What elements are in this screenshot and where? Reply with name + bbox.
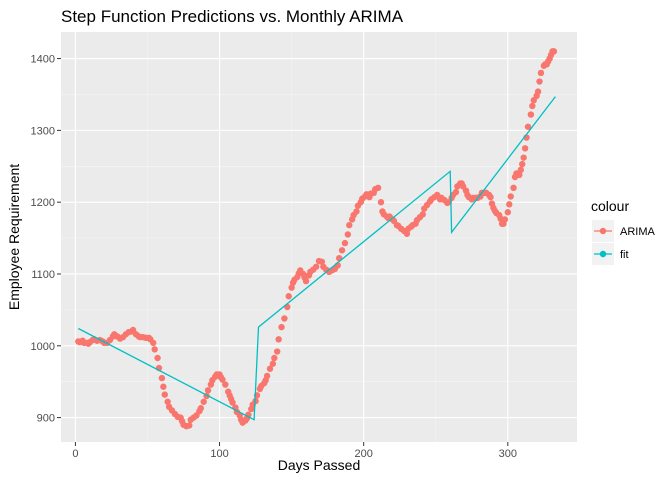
arima-point	[534, 88, 542, 95]
arima-point	[536, 78, 543, 85]
arima-point	[338, 247, 346, 254]
arima-point	[266, 365, 274, 372]
y-tick-label: 1100	[31, 269, 55, 281]
arima-point	[275, 336, 282, 343]
arima-point	[186, 422, 193, 429]
arima-point	[344, 231, 352, 238]
arima-point	[161, 391, 168, 398]
arima-point	[151, 346, 158, 353]
arima-point	[507, 193, 514, 200]
legend-label: ARIMA	[620, 226, 656, 238]
arima-point	[520, 154, 527, 161]
arima-point	[285, 293, 292, 300]
arima-point	[374, 184, 382, 192]
arima-point	[222, 381, 229, 388]
x-tick-label: 0	[72, 448, 78, 460]
y-axis: 900 1000 1100 1200 1300 1400	[31, 54, 61, 425]
arima-point	[377, 198, 385, 206]
y-tick-label: 1400	[31, 54, 55, 66]
arima-point	[278, 323, 285, 331]
legend-entries: ARIMA fit	[592, 220, 656, 265]
arima-point	[154, 354, 161, 362]
x-tick-label: 200	[355, 448, 373, 460]
legend: colour ARIMA fit	[591, 198, 656, 265]
y-axis-title: Employee Requirement	[6, 164, 22, 310]
arima-point	[403, 230, 411, 237]
arima-point	[501, 216, 509, 223]
arima-point	[150, 339, 157, 347]
series-layer	[75, 48, 558, 430]
arima-point	[487, 193, 494, 201]
legend-key-point	[599, 227, 607, 235]
arima-point	[302, 277, 310, 285]
arima-point	[529, 102, 536, 110]
arima-point	[550, 48, 558, 55]
arima-point	[288, 284, 295, 291]
legend-key-point	[599, 250, 607, 258]
arima-point	[281, 315, 288, 322]
fit-line	[78, 96, 556, 421]
arima-point	[269, 360, 277, 367]
arima-point	[219, 376, 226, 383]
y-tick-label: 900	[37, 413, 55, 425]
arima-point	[200, 398, 207, 405]
chart-title: Step Function Predictions vs. Monthly AR…	[61, 7, 404, 26]
plot-background	[61, 32, 577, 442]
arima-point	[164, 398, 171, 405]
arima-point	[521, 145, 529, 152]
arima-point	[517, 166, 524, 174]
arima-point	[160, 383, 167, 390]
arima-point	[510, 184, 517, 192]
y-tick-label: 1300	[31, 125, 55, 137]
arima-point	[419, 211, 426, 218]
y-tick-label: 1200	[31, 197, 55, 209]
arima-point	[158, 374, 166, 382]
arima-point	[452, 188, 460, 196]
arima-point	[271, 354, 278, 362]
x-tick-label: 100	[210, 448, 228, 460]
arima-point	[516, 171, 523, 179]
arima-point	[204, 387, 212, 394]
arima-point	[524, 123, 532, 130]
legend-title: colour	[591, 198, 629, 214]
arima-point	[318, 258, 326, 265]
x-axis: 0 100 200 300	[72, 442, 517, 460]
arima-point	[346, 221, 353, 229]
arima-point	[504, 209, 512, 216]
grid-major	[61, 32, 577, 442]
arima-point	[519, 160, 526, 168]
arima-point	[353, 208, 360, 215]
arima-point	[527, 111, 535, 118]
x-tick-label: 300	[499, 448, 517, 460]
legend-label: fit	[620, 249, 629, 261]
arima-point	[537, 69, 545, 77]
x-axis-title: Days Passed	[278, 457, 360, 473]
y-tick-label: 1000	[31, 341, 55, 353]
grid-minor	[61, 32, 577, 442]
arima-point	[312, 263, 320, 270]
arima-point	[274, 348, 281, 355]
arima-point	[341, 239, 349, 247]
arima-point	[229, 399, 236, 406]
arima-point	[506, 201, 513, 208]
arima-point	[197, 405, 205, 412]
arima-point	[263, 372, 271, 380]
